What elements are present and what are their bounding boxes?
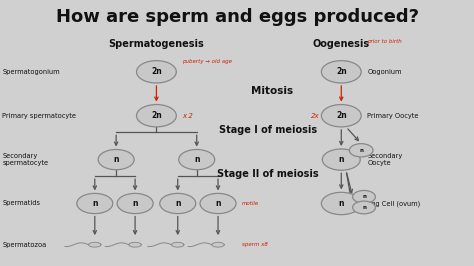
Text: Stage II of meiosis: Stage II of meiosis [217, 169, 319, 178]
Text: Spermatozoa: Spermatozoa [2, 242, 46, 248]
Polygon shape [212, 242, 224, 247]
Circle shape [137, 105, 176, 127]
Circle shape [349, 144, 373, 157]
Circle shape [160, 193, 196, 214]
Text: Secondary
Oocyte: Secondary Oocyte [367, 153, 402, 166]
Text: 2n: 2n [336, 111, 346, 120]
Text: n: n [338, 155, 344, 164]
Circle shape [98, 149, 134, 170]
Text: Primary spermatocyte: Primary spermatocyte [2, 113, 76, 119]
Text: n: n [215, 199, 221, 208]
Text: motile: motile [242, 201, 259, 206]
Text: n: n [362, 205, 366, 210]
Text: sperm x8: sperm x8 [242, 242, 268, 247]
Text: How are sperm and eggs produced?: How are sperm and eggs produced? [55, 8, 419, 26]
Text: x 2: x 2 [182, 113, 193, 119]
Polygon shape [172, 242, 184, 247]
Circle shape [200, 193, 236, 214]
Circle shape [179, 149, 215, 170]
Text: n: n [132, 199, 138, 208]
Text: prior to birth: prior to birth [367, 39, 402, 44]
Text: 2n: 2n [151, 111, 162, 120]
Text: Mitosis: Mitosis [252, 86, 293, 96]
Circle shape [321, 105, 361, 127]
Text: Egg Cell (ovum): Egg Cell (ovum) [367, 200, 420, 207]
Text: n: n [194, 155, 200, 164]
Text: Stage I of meiosis: Stage I of meiosis [219, 125, 317, 135]
Circle shape [137, 61, 176, 83]
Text: Spermatids: Spermatids [2, 201, 40, 206]
Text: Spermatogonium: Spermatogonium [2, 69, 60, 75]
Text: Oogenesis: Oogenesis [313, 39, 370, 49]
Circle shape [321, 192, 361, 215]
Text: Primary Oocyte: Primary Oocyte [367, 113, 419, 119]
Circle shape [353, 190, 375, 203]
Circle shape [322, 149, 360, 170]
Circle shape [77, 193, 113, 214]
Polygon shape [89, 242, 101, 247]
Circle shape [117, 193, 153, 214]
Text: n: n [175, 199, 181, 208]
Text: Oogonium: Oogonium [367, 69, 402, 75]
Circle shape [353, 201, 375, 214]
Text: Spermatogenesis: Spermatogenesis [109, 39, 204, 49]
Text: n: n [338, 199, 344, 208]
Text: n: n [113, 155, 119, 164]
Polygon shape [129, 242, 141, 247]
Text: Secondary
spermatocyte: Secondary spermatocyte [2, 153, 48, 166]
Text: n: n [92, 199, 98, 208]
Text: 2x: 2x [310, 113, 319, 119]
Text: n: n [362, 194, 366, 199]
Circle shape [321, 61, 361, 83]
Text: puberty → old age: puberty → old age [182, 59, 232, 64]
Text: 2n: 2n [151, 67, 162, 76]
Text: n: n [359, 148, 363, 153]
Text: 2n: 2n [336, 67, 346, 76]
